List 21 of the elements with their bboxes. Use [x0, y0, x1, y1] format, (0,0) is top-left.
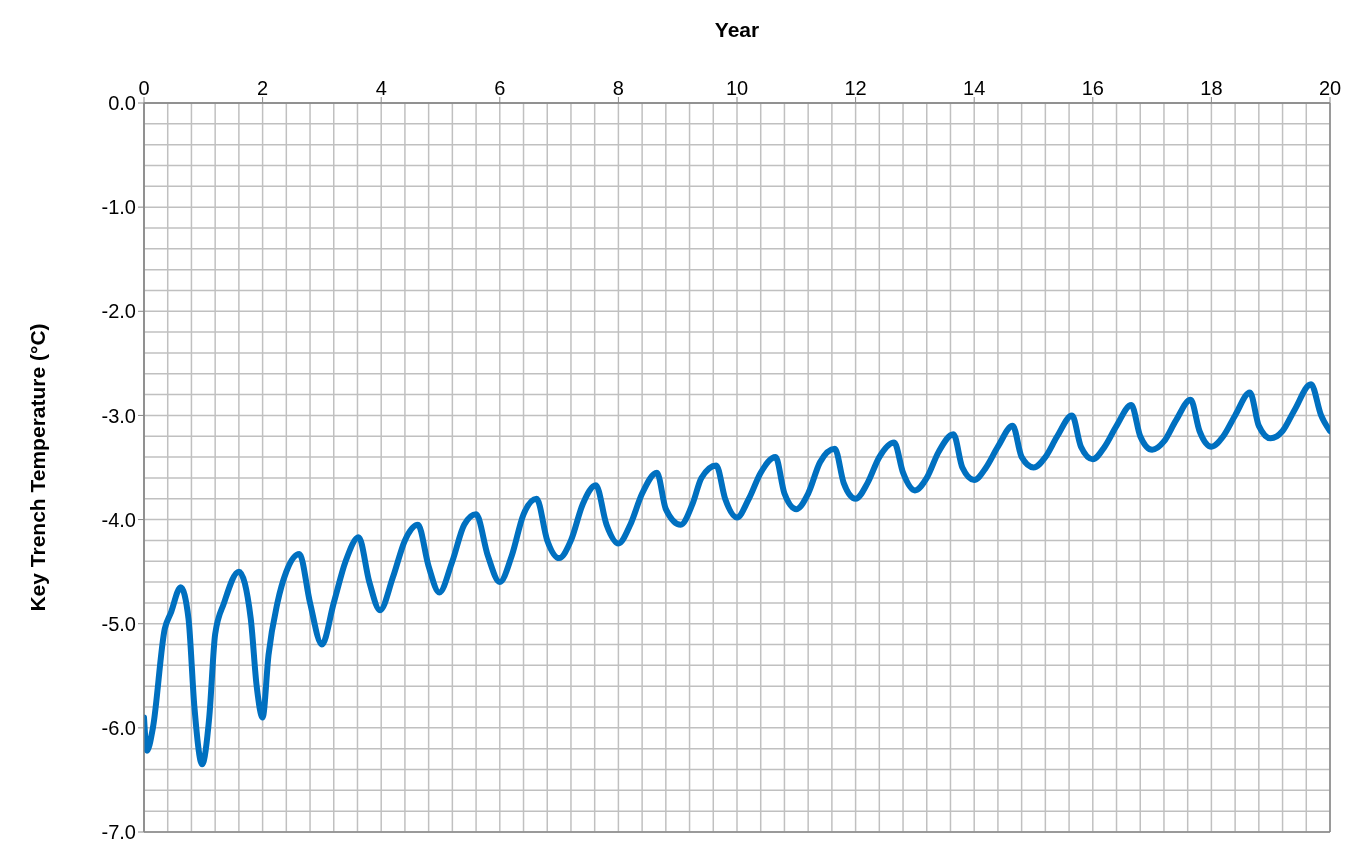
y-axis-title: Key Trench Temperature (°C)	[26, 323, 50, 612]
x-tick-label: 8	[612, 77, 624, 99]
y-tick-label: -1.0	[101, 196, 136, 219]
x-tick-label: 14	[963, 77, 986, 99]
x-tick-label: 16	[1081, 77, 1104, 99]
y-tick-label: -4.0	[101, 508, 136, 531]
y-tick-label: -3.0	[101, 404, 136, 427]
y-tick-label: 0.0	[108, 92, 136, 115]
y-tick-label: -2.0	[101, 300, 136, 323]
x-axis-title: Year	[714, 17, 760, 41]
x-tick-label: 12	[844, 77, 867, 99]
x-tick-label: 10	[725, 77, 749, 99]
x-tick-label: 18	[1200, 77, 1223, 99]
y-tick-label: -5.0	[101, 612, 136, 635]
y-tick-label: -6.0	[101, 716, 136, 739]
x-tick-label: 20	[1318, 77, 1342, 99]
x-tick-label: 6	[494, 77, 506, 99]
x-tick-label: 2	[257, 77, 269, 99]
y-tick-label: -7.0	[101, 821, 136, 844]
x-tick-label: 0	[138, 77, 150, 99]
x-tick-label: 4	[375, 77, 387, 99]
